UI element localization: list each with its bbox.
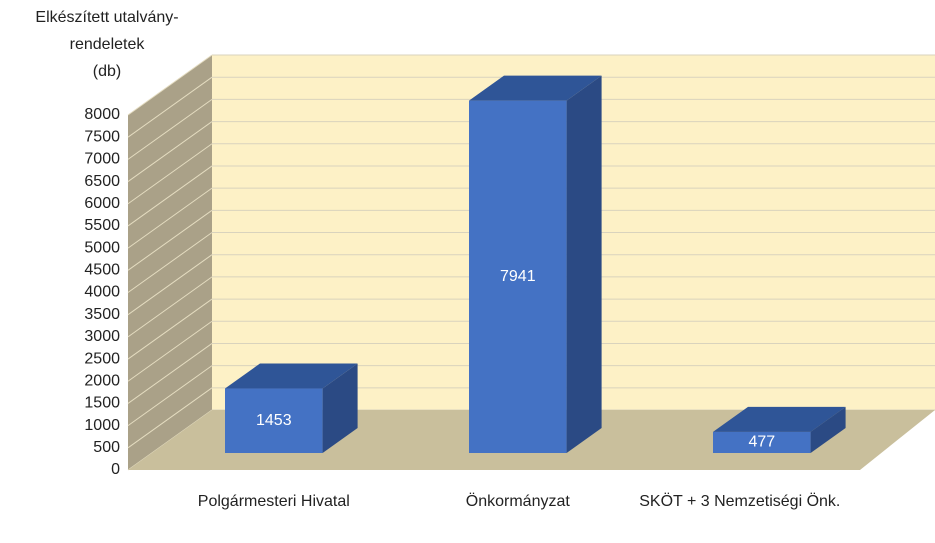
grid-line: [127, 187, 213, 249]
grid-line: [127, 54, 213, 116]
y-tick-label: 7000: [84, 151, 120, 168]
grid-line: [127, 298, 213, 360]
grid-line: [127, 343, 213, 404]
y-tick-label: 2500: [84, 350, 120, 367]
y-axis-title: Elkészített utalvány-: [35, 9, 178, 26]
y-tick-label: 2000: [84, 372, 120, 389]
y-tick-label: 6500: [84, 173, 120, 190]
y-tick-label: 4000: [84, 284, 120, 301]
bar-side: [322, 363, 358, 453]
bar-top: [469, 75, 602, 101]
grid-line: [127, 276, 213, 338]
bar-front: [225, 388, 323, 453]
grid-line: [127, 209, 213, 271]
bar-front: [469, 100, 567, 453]
x-tick-label: Polgármesteri Hivatal: [197, 493, 350, 510]
y-axis-title: rendeletek: [70, 36, 146, 53]
grid-line: [127, 76, 213, 138]
y-tick-label: 5500: [84, 217, 120, 234]
y-tick-label: 1500: [84, 395, 120, 412]
grid-line: [127, 121, 213, 182]
bar-side: [810, 406, 846, 453]
grid-line: [127, 320, 213, 382]
y-tick-label: 6000: [84, 195, 120, 212]
y-tick-label: 0: [111, 461, 120, 478]
y-tick-label: 8000: [84, 106, 120, 123]
y-tick-label: 4500: [84, 262, 120, 279]
bar-front: [713, 431, 811, 453]
grid-line: [127, 143, 213, 205]
grid-line: [127, 232, 213, 293]
y-tick-label: 500: [93, 439, 120, 456]
y-tick-label: 3500: [84, 306, 120, 323]
grid-line: [127, 165, 213, 227]
grid-line: [127, 365, 213, 427]
x-tick-label: SKÖT + 3 Nemzetiségi Önk.: [639, 493, 841, 510]
bar-side: [566, 75, 602, 453]
x-tick-label: Önkormányzat: [465, 493, 570, 510]
y-tick-label: 5000: [84, 239, 120, 256]
grid-line: [127, 387, 213, 449]
y-tick-label: 7500: [84, 128, 120, 145]
y-tick-label: 3000: [84, 328, 120, 345]
y-axis-title: (db): [93, 63, 121, 80]
grid-line: [127, 254, 213, 316]
grid-line: [127, 98, 213, 160]
bar-top: [225, 363, 358, 389]
y-tick-label: 1000: [84, 417, 120, 434]
data-label: 7941: [500, 268, 536, 285]
data-label: 477: [748, 434, 775, 451]
data-label: 1453: [256, 412, 292, 429]
bar-top: [713, 406, 846, 432]
